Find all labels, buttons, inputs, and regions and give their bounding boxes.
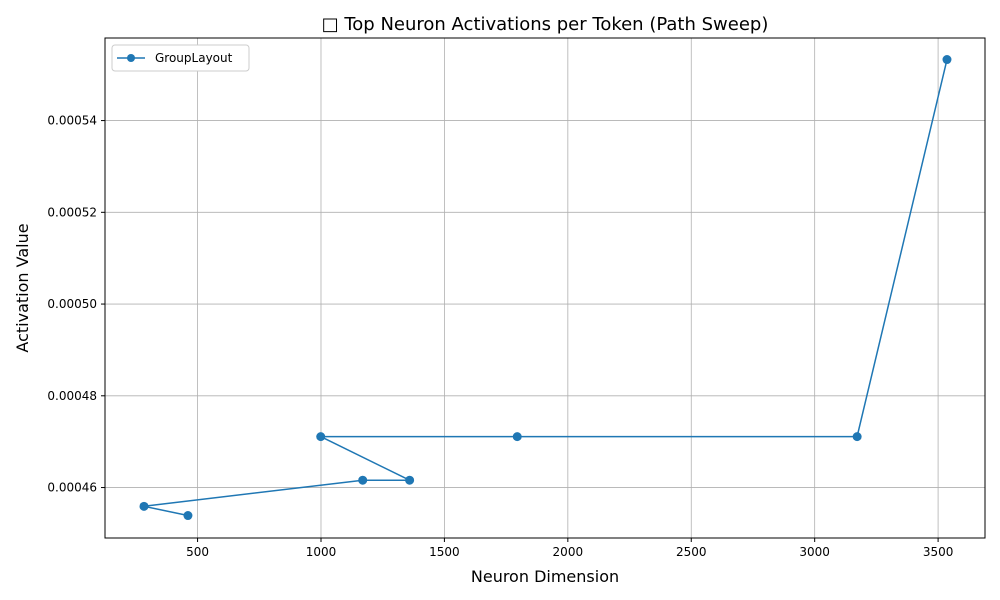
data-point (405, 475, 415, 485)
legend-label: GroupLayout (155, 51, 233, 65)
y-tick-label: 0.00054 (47, 114, 97, 128)
y-axis-label: Activation Value (13, 223, 32, 352)
x-tick-label: 2500 (676, 545, 707, 559)
x-tick-label: 3500 (923, 545, 954, 559)
chart-title: □ Top Neuron Activations per Token (Path… (322, 14, 769, 35)
y-tick-label: 0.00046 (47, 481, 97, 495)
legend-marker-swatch (127, 54, 135, 62)
data-point (183, 511, 193, 521)
data-point (316, 432, 326, 442)
x-tick-label: 1500 (429, 545, 460, 559)
legend: GroupLayout (111, 44, 250, 72)
series-line (143, 59, 948, 517)
x-axis-label: Neuron Dimension (471, 567, 619, 586)
x-tick-label: 2000 (553, 545, 584, 559)
axis-ticks: 500 1000 1500 2000 2500 3000 3500 0.00046 0.0004… (47, 114, 953, 559)
data-point (942, 55, 952, 65)
y-tick-label: 0.00050 (47, 297, 97, 311)
y-tick-label: 0.00052 (47, 205, 97, 219)
legend-box (111, 44, 250, 72)
data-point (139, 501, 149, 511)
x-tick-label: 3000 (799, 545, 830, 559)
data-point (852, 432, 862, 442)
x-tick-label: 1000 (306, 545, 337, 559)
data-point (512, 432, 522, 442)
series-layer (139, 55, 952, 521)
plot-frame (104, 37, 986, 539)
x-tick-label: 500 (186, 545, 209, 559)
y-tick-label: 0.00048 (47, 389, 97, 403)
grid-lines (105, 38, 985, 538)
data-point (358, 475, 368, 485)
